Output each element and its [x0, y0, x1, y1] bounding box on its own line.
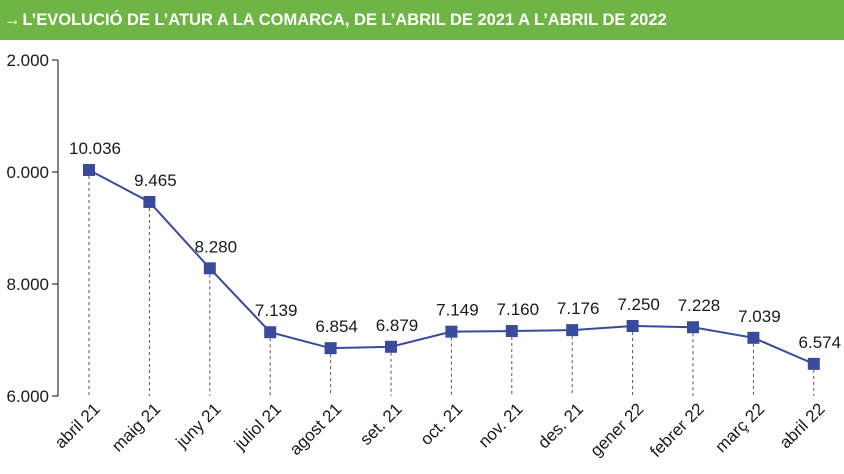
- chart-title-banner: → L’EVOLUCIÓ DE L’ATUR A LA COMARCA, DE L…: [0, 0, 844, 40]
- data-point: [324, 342, 337, 355]
- arrow-icon: →: [4, 11, 21, 29]
- data-label: 7.176: [557, 299, 600, 318]
- chart-title: L’EVOLUCIÓ DE L’ATUR A LA COMARCA, DE L’…: [22, 11, 667, 29]
- x-tick-label: set. 21: [356, 399, 406, 449]
- data-label: 9.465: [134, 171, 177, 190]
- data-label: 6.854: [315, 317, 358, 336]
- x-tick-label: febrer 22: [646, 399, 708, 461]
- data-point: [687, 321, 699, 334]
- x-tick-label: juny 21: [172, 399, 225, 452]
- data-point: [807, 357, 820, 370]
- data-point: [83, 163, 95, 176]
- x-tick-label: nov. 21: [475, 399, 527, 451]
- data-label: 7.250: [617, 295, 660, 314]
- y-tick-label: 8.000: [6, 275, 49, 294]
- x-tick-label: agost 21: [286, 399, 346, 459]
- data-label: 7.228: [678, 296, 721, 315]
- x-tick-label: abril 21: [51, 399, 104, 452]
- data-point: [264, 326, 277, 339]
- y-tick-label: 0.000: [6, 163, 49, 182]
- x-tick-label: gener 22: [587, 399, 648, 460]
- x-tick-label: oct. 21: [417, 399, 467, 449]
- data-label: 10.036: [69, 139, 121, 158]
- data-point: [143, 195, 156, 208]
- data-label: 7.160: [497, 300, 540, 319]
- x-tick-label: des. 21: [534, 399, 587, 452]
- data-label: 8.280: [195, 237, 238, 256]
- x-tick-label: juliol 21: [230, 399, 285, 454]
- data-point: [445, 325, 458, 338]
- data-point: [385, 340, 397, 353]
- data-point: [203, 262, 216, 275]
- data-label: 6.879: [376, 316, 419, 335]
- x-tick-label: maig 21: [108, 399, 164, 455]
- data-label: 7.139: [255, 301, 298, 320]
- data-point: [566, 324, 579, 337]
- data-point: [747, 331, 760, 344]
- data-point: [626, 320, 639, 332]
- data-label: 6.574: [799, 333, 842, 352]
- y-tick-label: 2.000: [6, 51, 49, 70]
- x-tick-label: abril 22: [776, 399, 829, 452]
- data-label: 7.149: [436, 301, 479, 320]
- x-tick-label: març 22: [711, 399, 768, 456]
- data-point: [505, 325, 518, 338]
- y-tick-label: 6.000: [6, 387, 49, 406]
- data-label: 7.039: [738, 307, 781, 326]
